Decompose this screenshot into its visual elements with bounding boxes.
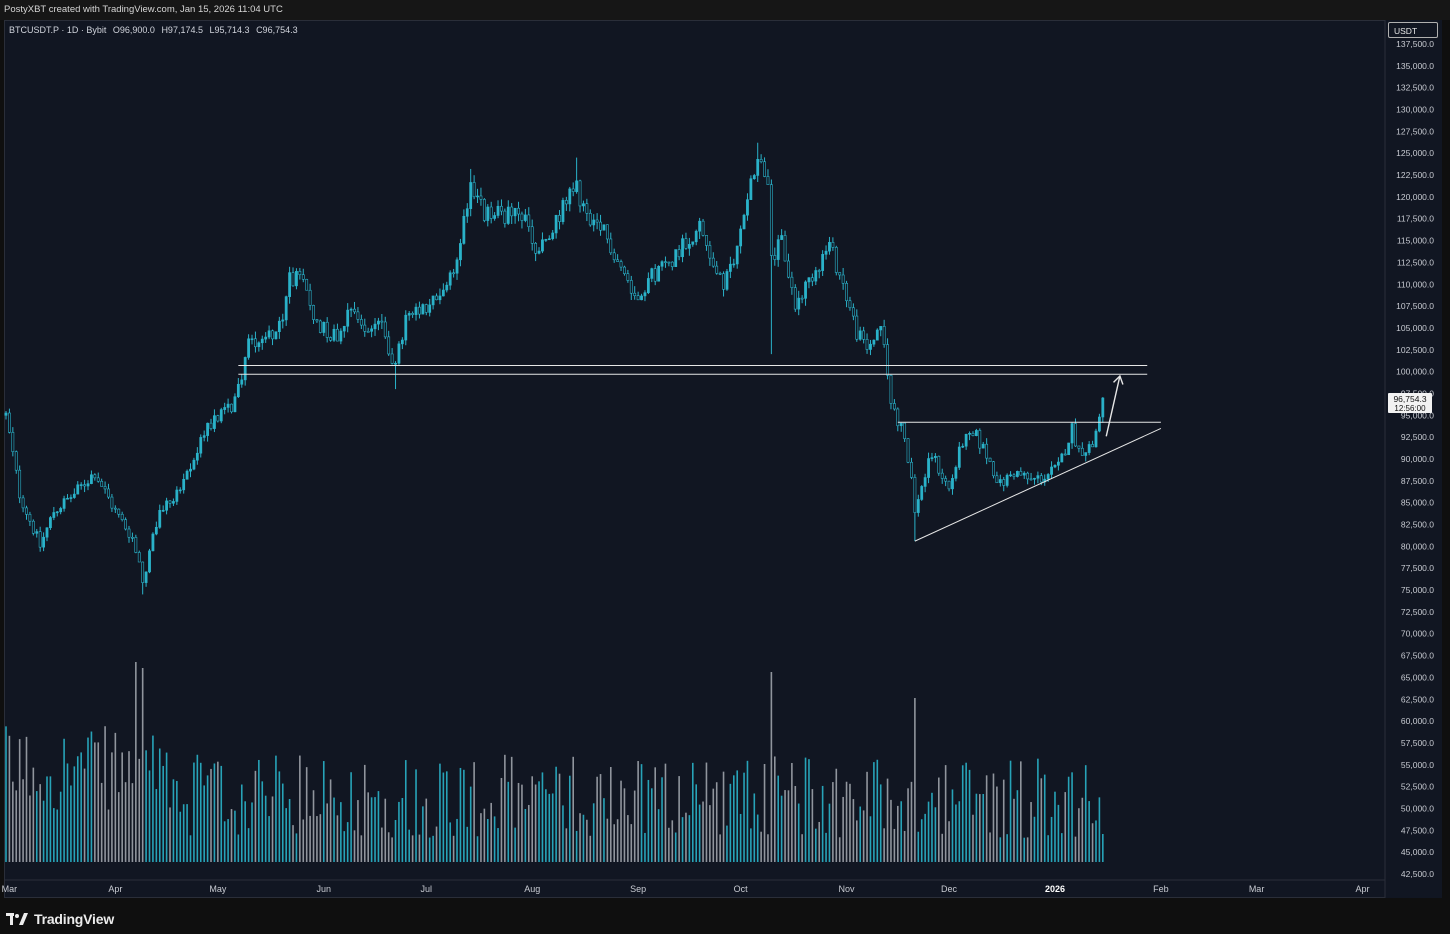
chart-panel[interactable]: [4, 20, 1442, 898]
footer: [0, 904, 1450, 934]
ohlc-open: O96,900.0: [112, 25, 155, 35]
symbol-name[interactable]: BTCUSDT.P · 1D · Bybit: [9, 25, 107, 35]
ohlc-low: L95,714.3: [209, 25, 250, 35]
ohlc-close: C96,754.3: [256, 25, 298, 35]
ohlc-high: H97,174.5: [161, 25, 203, 35]
top-bar: PostyXBT created with TradingView.com, J…: [0, 0, 1450, 20]
symbol-legend[interactable]: BTCUSDT.P · 1D · Bybit O96,900.0 H97,174…: [9, 25, 302, 35]
tradingview-logo[interactable]: TradingView: [6, 911, 114, 927]
currency-button[interactable]: USDT: [1388, 22, 1438, 38]
credit-text: PostyXBT created with TradingView.com, J…: [4, 4, 283, 15]
tradingview-logo-icon: [6, 913, 28, 925]
brand-name: TradingView: [34, 911, 115, 927]
